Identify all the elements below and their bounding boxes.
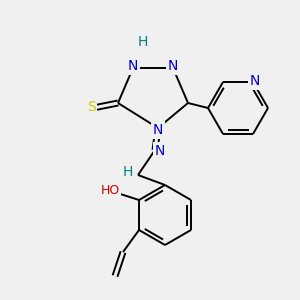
Text: HO: HO — [100, 184, 120, 196]
Text: N: N — [250, 74, 260, 88]
Text: S: S — [87, 100, 95, 114]
Text: N: N — [128, 59, 138, 73]
Text: H: H — [123, 165, 133, 179]
Text: N: N — [155, 144, 165, 158]
Text: N: N — [153, 123, 163, 137]
Text: H: H — [138, 35, 148, 49]
Text: N: N — [168, 59, 178, 73]
